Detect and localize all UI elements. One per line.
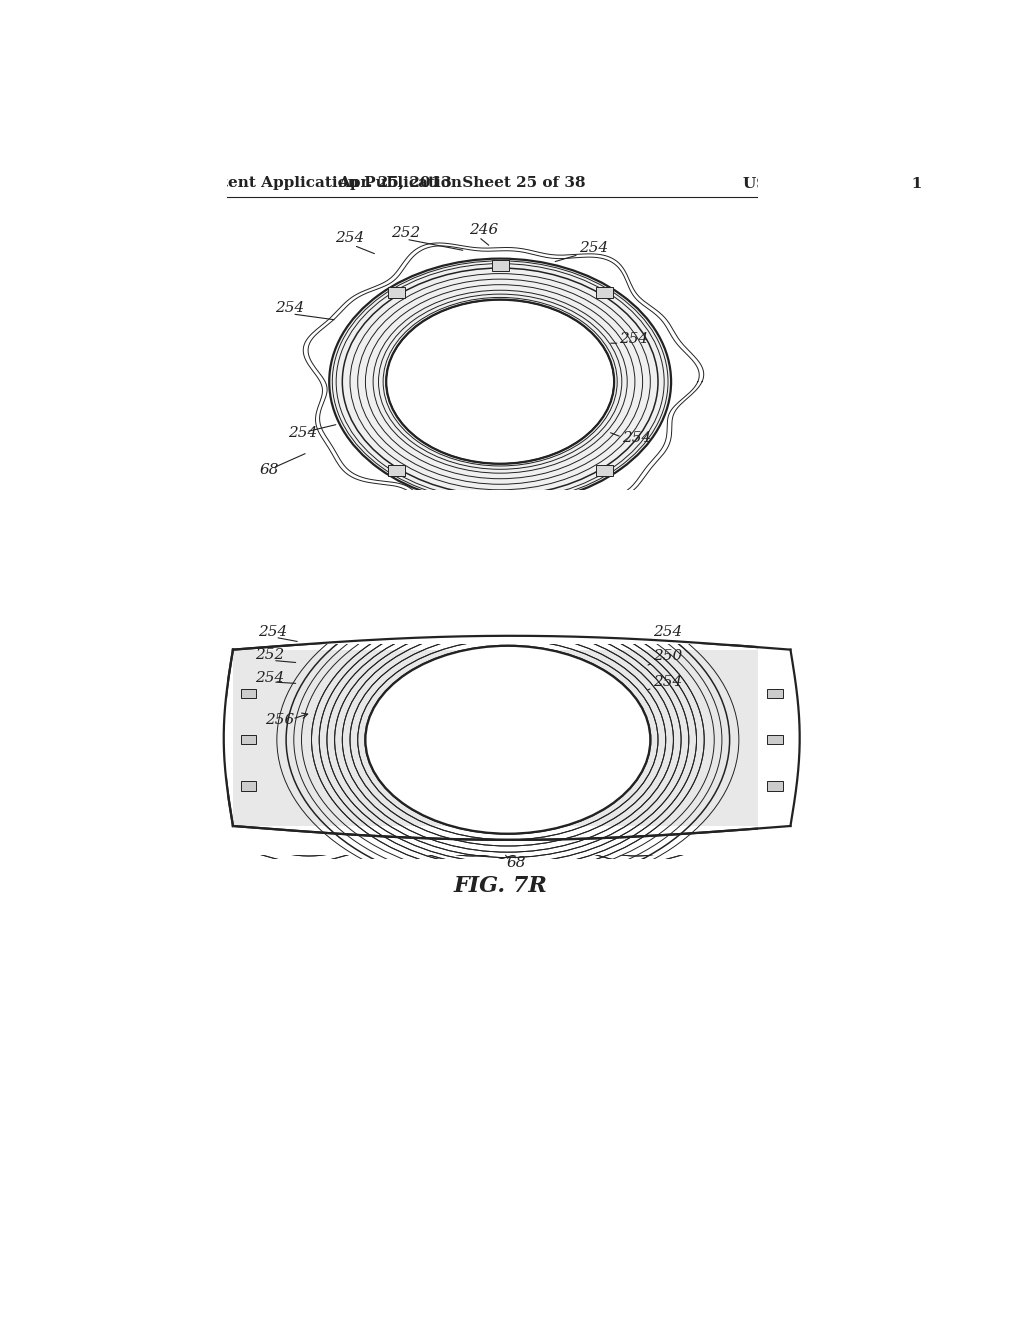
Bar (241, 735, 256, 744)
Bar (767, 735, 782, 744)
Bar (219, 620, 804, 855)
Polygon shape (303, 243, 703, 523)
Text: 254: 254 (289, 426, 317, 440)
Bar (767, 689, 782, 698)
Text: 68: 68 (506, 855, 525, 870)
Bar (241, 781, 256, 791)
Bar (388, 466, 404, 477)
Text: 256: 256 (265, 713, 295, 727)
Text: 250: 250 (652, 649, 682, 664)
Text: 252: 252 (255, 648, 285, 661)
Ellipse shape (386, 300, 614, 463)
Bar (92, 58, 226, 1213)
Text: 254: 254 (336, 231, 365, 244)
Bar (596, 466, 612, 477)
Text: FIG. 7R: FIG. 7R (454, 875, 547, 898)
Text: 250: 250 (490, 513, 520, 527)
Text: 246: 246 (469, 223, 499, 236)
Bar (241, 689, 256, 698)
Text: Apr. 25, 2013  Sheet 25 of 38: Apr. 25, 2013 Sheet 25 of 38 (338, 176, 586, 190)
Ellipse shape (330, 259, 671, 504)
Bar (492, 260, 509, 271)
Bar (233, 649, 791, 826)
Text: FIG. 7Q: FIG. 7Q (453, 541, 548, 564)
Bar (596, 288, 612, 298)
Bar (767, 781, 782, 791)
Text: 254: 254 (652, 675, 682, 689)
Text: 254: 254 (620, 333, 649, 346)
Text: 254: 254 (401, 511, 431, 525)
Bar (492, 490, 509, 500)
Text: Patent Application Publication: Patent Application Publication (200, 176, 462, 190)
Text: 68: 68 (260, 463, 280, 477)
Bar (92, 490, 1016, 644)
Text: 254: 254 (652, 624, 682, 639)
Text: 252: 252 (391, 226, 420, 240)
Ellipse shape (366, 645, 650, 834)
Bar (388, 288, 404, 298)
Text: US 2013/0102895 A1: US 2013/0102895 A1 (742, 176, 922, 190)
Bar (758, 58, 912, 1213)
Text: 254: 254 (622, 430, 651, 445)
Text: 254: 254 (255, 671, 285, 685)
Text: 254: 254 (258, 624, 287, 639)
Text: 254: 254 (275, 301, 304, 315)
Ellipse shape (366, 645, 650, 834)
Text: 254: 254 (579, 242, 608, 255)
Bar (92, 859, 1016, 1213)
